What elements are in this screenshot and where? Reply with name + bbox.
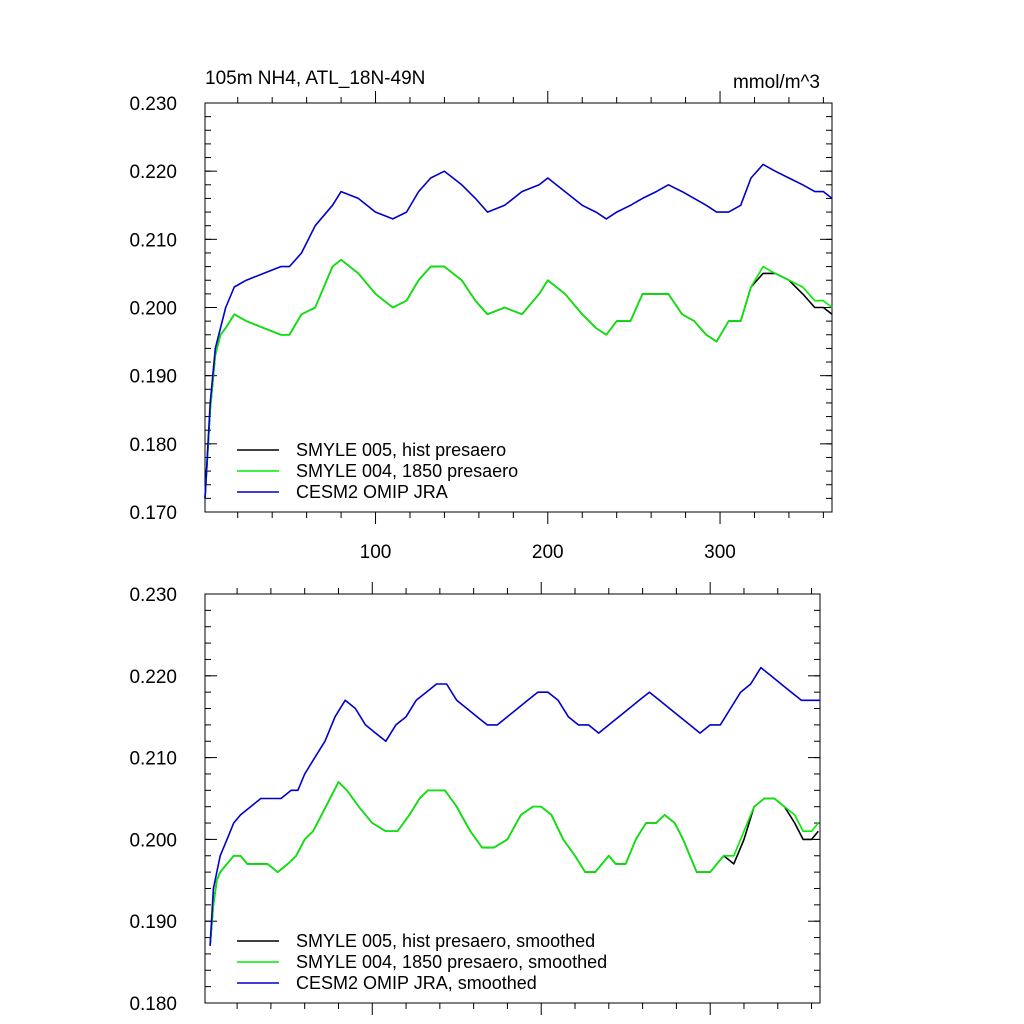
panel2-y-tick-label: 0.210	[129, 749, 177, 770]
units-label: mmol/m^3	[733, 72, 820, 93]
panel2-series-line-2	[209, 781, 819, 946]
panel2-y-tick-label: 0.220	[129, 667, 177, 688]
panel2-y-tick-label: 0.200	[129, 830, 177, 851]
panel1-series-line-2	[204, 258, 833, 499]
panel2-legend-label: CESM2 OMIP JRA, smoothed	[296, 973, 537, 993]
panel1-y-tick-label: 0.230	[129, 94, 177, 115]
panel1-x-tick-label: 200	[532, 542, 564, 563]
panel2-y-tick-label: 0.230	[129, 585, 177, 606]
panel2-series-line-1	[209, 781, 819, 946]
panel2-frame	[204, 593, 821, 1004]
panel2-legend-label: SMYLE 005, hist presaero, smoothed	[296, 931, 595, 951]
bottom-panel: 0.180 0.190 0.200 0.210 0.220 0.230 SMYLE 005,…	[129, 582, 821, 1015]
panel1-x-tick-label: 300	[704, 542, 736, 563]
panel1-y-tick-label: 0.170	[129, 503, 177, 524]
panel2-y-tick-label: 0.190	[129, 912, 177, 933]
panel1-series-line-3	[204, 163, 833, 499]
panel2-series-line-3	[209, 666, 820, 946]
panel1-y-tick-label: 0.210	[129, 230, 177, 251]
panel2-y-tick-label: 0.180	[129, 994, 177, 1015]
panel1-y-tick-label: 0.220	[129, 162, 177, 183]
panel1-x-tick-label: 100	[360, 542, 392, 563]
panel1-y-tick-label: 0.180	[129, 435, 177, 456]
panel1-legend-label: SMYLE 004, 1850 presaero	[296, 461, 518, 481]
panel1-y-tick-label: 0.200	[129, 299, 177, 320]
chart-title: 105m NH4, ATL_18N-49N	[205, 68, 425, 89]
panel1-y-tick-label: 0.190	[129, 367, 177, 388]
panel1-legend-label: SMYLE 005, hist presaero	[296, 440, 506, 460]
panel2-legend-label: SMYLE 004, 1850 presaero, smoothed	[296, 952, 607, 972]
panel1-legend-label: CESM2 OMIP JRA	[296, 482, 448, 502]
top-panel: 0.170 0.180 0.190 0.200 0.210 0.220 0.230 100 20…	[129, 91, 833, 563]
